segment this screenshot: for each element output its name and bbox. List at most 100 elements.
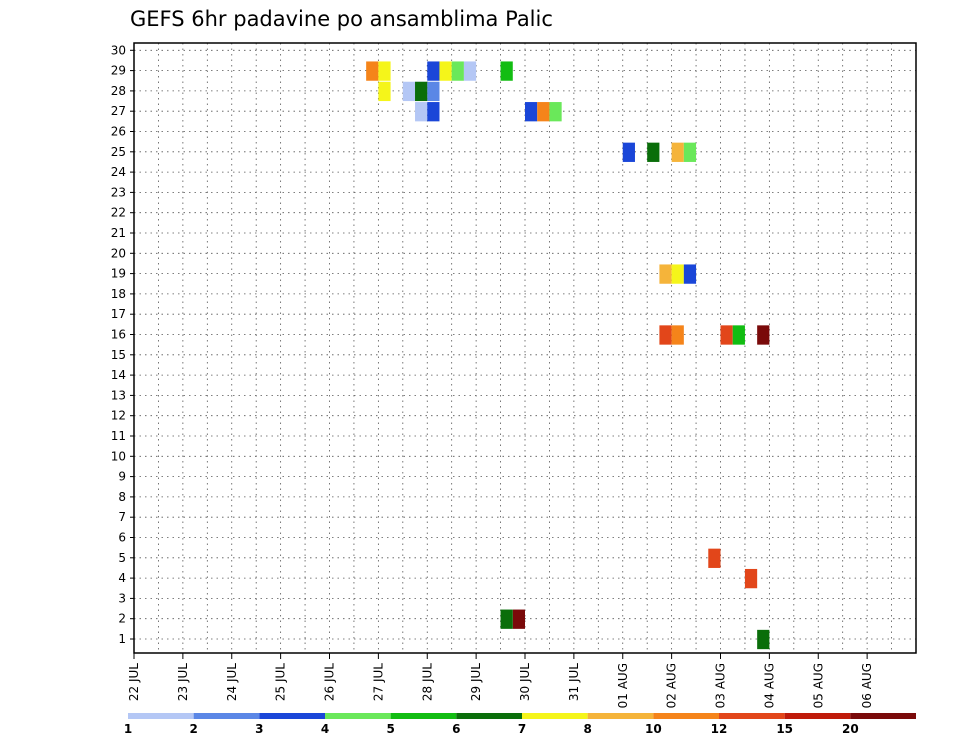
y-tick-label: 4: [118, 571, 126, 585]
y-tick-label: 21: [111, 226, 126, 240]
y-tick-label: 2: [118, 612, 126, 626]
x-tick-label: 30 JUL: [518, 663, 532, 701]
legend-label: 2: [189, 722, 197, 736]
x-tick-label: 05 AUG: [811, 663, 825, 708]
precip-cell: [647, 142, 660, 162]
y-tick-label: 12: [111, 409, 126, 423]
y-tick-label: 15: [111, 348, 126, 362]
y-tick-label: 5: [118, 551, 126, 565]
y-tick-label: 1: [118, 632, 126, 646]
precipitation-cells: [366, 61, 770, 650]
precip-cell: [757, 629, 770, 650]
precip-cell: [671, 325, 684, 345]
x-tick-label: 06 AUG: [860, 663, 874, 708]
precip-cell: [720, 325, 733, 345]
x-tick-label: 26 JUL: [323, 663, 337, 701]
precip-cell: [659, 325, 672, 345]
legend-swatch: [390, 713, 457, 719]
legend-swatch: [128, 713, 194, 719]
y-axis: 1234567891011121314151617181920212223242…: [111, 43, 134, 646]
y-tick-label: 30: [111, 43, 126, 57]
precip-cell: [757, 325, 770, 345]
precip-cell: [683, 264, 697, 284]
y-tick-label: 22: [111, 206, 126, 220]
legend-swatch: [850, 713, 916, 719]
y-tick-label: 29: [111, 64, 126, 78]
precip-cell: [366, 61, 379, 81]
y-tick-label: 17: [111, 307, 126, 321]
precip-cell: [708, 548, 721, 568]
legend-label: 3: [255, 722, 263, 736]
y-tick-label: 13: [111, 388, 126, 402]
precip-cell: [427, 102, 440, 122]
color-legend: 1 2 3 4 5 6 7 8 10 12 15 20: [124, 713, 916, 736]
x-tick-label: 22 JUL: [127, 663, 141, 701]
y-tick-label: 19: [111, 267, 126, 281]
y-tick-label: 23: [111, 185, 126, 199]
precip-cell: [671, 264, 684, 284]
x-tick-label: 29 JUL: [469, 663, 483, 701]
legend-label: 15: [776, 722, 793, 736]
y-tick-label: 25: [111, 145, 126, 159]
legend-label: 10: [645, 722, 662, 736]
precip-cell: [427, 61, 440, 81]
chart-title: GEFS 6hr padavine po ansamblima Palic: [130, 7, 553, 31]
precip-cell: [671, 142, 684, 162]
y-tick-label: 11: [111, 429, 126, 443]
legend-swatch: [193, 713, 260, 719]
y-tick-label: 27: [111, 104, 126, 118]
precip-cell: [451, 61, 464, 81]
x-tick-label: 27 JUL: [371, 663, 385, 701]
y-tick-label: 6: [118, 531, 126, 545]
legend-label: 20: [842, 722, 859, 736]
precip-cell: [500, 609, 513, 629]
precip-cell: [683, 142, 697, 162]
legend-swatch: [325, 713, 391, 719]
grid-lines: [133, 43, 917, 653]
x-tick-label: 25 JUL: [274, 663, 288, 701]
y-tick-label: 26: [111, 125, 126, 139]
legend-swatch: [719, 713, 785, 719]
legend-label: 12: [711, 722, 728, 736]
legend-swatch: [259, 713, 325, 719]
x-tick-label: 24 JUL: [225, 663, 239, 701]
precip-cell: [439, 61, 452, 81]
legend-label: 4: [321, 722, 329, 736]
legend-swatch: [456, 713, 522, 719]
y-tick-label: 20: [111, 246, 126, 260]
legend-swatch: [784, 713, 851, 719]
x-tick-label: 23 JUL: [176, 663, 190, 701]
x-tick-label: 31 JUL: [567, 663, 581, 701]
precip-cell: [549, 102, 562, 122]
precip-cell: [378, 81, 391, 102]
legend-swatch: [653, 713, 719, 719]
precip-cell: [512, 609, 525, 629]
x-axis: 22 JUL 23 JUL 24 JUL 25 JUL 26 JUL 27 JUL 28 J…: [127, 653, 874, 708]
precip-cell: [659, 264, 672, 284]
x-tick-label: 01 AUG: [616, 663, 630, 708]
legend-label: 8: [583, 722, 591, 736]
y-tick-label: 28: [111, 84, 126, 98]
y-tick-label: 24: [111, 165, 126, 179]
precip-cell: [744, 568, 758, 589]
y-tick-label: 16: [111, 328, 126, 342]
y-tick-label: 18: [111, 287, 126, 301]
y-tick-label: 10: [111, 449, 126, 463]
x-tick-label: 03 AUG: [714, 663, 728, 708]
x-tick-label: 28 JUL: [420, 663, 434, 701]
precip-cell: [415, 81, 428, 102]
y-tick-label: 3: [118, 591, 126, 605]
precip-cell: [427, 81, 440, 102]
legend-label: 5: [386, 722, 394, 736]
y-tick-label: 14: [111, 368, 126, 382]
precip-cell: [415, 102, 428, 122]
x-tick-label: 04 AUG: [762, 663, 776, 708]
precip-cell: [732, 325, 745, 345]
x-tick-label: 02 AUG: [665, 663, 679, 708]
precip-cell: [537, 102, 550, 122]
y-tick-label: 9: [118, 470, 126, 484]
legend-swatch: [522, 713, 588, 719]
precip-cell: [402, 81, 416, 102]
y-tick-label: 7: [118, 510, 126, 524]
